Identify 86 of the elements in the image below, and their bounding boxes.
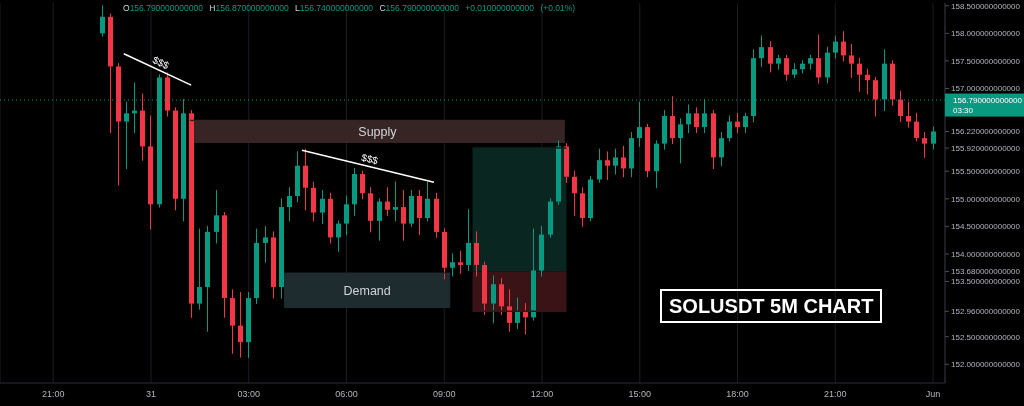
- y-tick-label: 158.500000000000: [951, 1, 1021, 11]
- candlestick: [450, 253, 455, 277]
- candlestick: [238, 292, 243, 358]
- candlestick: [784, 54, 789, 81]
- text: 03:30: [953, 106, 974, 116]
- x-tick-label: 09:00: [432, 389, 456, 400]
- candlestick: [613, 148, 618, 175]
- candlestick: [857, 57, 862, 92]
- candlestick: [507, 289, 512, 332]
- candlestick: [344, 195, 349, 236]
- candlestick: [719, 132, 724, 167]
- x-tick-label: 12:00: [530, 389, 554, 400]
- candlestick: [768, 41, 773, 73]
- x-tick-label: Jun: [925, 389, 941, 400]
- y-tick-label: 155.500000000000: [951, 167, 1021, 177]
- candlestick: [466, 209, 471, 271]
- x-tick-label: 06:00: [335, 389, 358, 400]
- x-tick-label: 21:00: [824, 389, 847, 400]
- candlestick: [377, 198, 382, 241]
- candlestick: [458, 250, 463, 274]
- candlestick: [572, 170, 577, 216]
- candlestick: [686, 104, 691, 134]
- annotation: SOLUSDT 5M CHART: [660, 289, 883, 323]
- y-tick-label: 152.500000000000: [951, 332, 1021, 342]
- candlestick: [597, 148, 602, 183]
- candlestick: [303, 148, 308, 211]
- candlestick: [816, 34, 821, 84]
- y-tick-label: 153.500000000000: [951, 277, 1021, 287]
- candlestick: [491, 275, 496, 324]
- candlestick: [336, 220, 341, 252]
- ref-line-label: 156.790000000000: [953, 96, 1023, 106]
- candlestick: [124, 101, 129, 169]
- candlestick: [393, 181, 398, 222]
- y-tick-label: 152.000000000000: [951, 360, 1021, 370]
- candlestick: [873, 76, 878, 117]
- text: $$$: [150, 54, 171, 72]
- text: $$$: [360, 151, 380, 167]
- candlestick: [197, 228, 202, 310]
- candlestick: [914, 112, 919, 142]
- candlestick: [922, 132, 927, 158]
- x-tick-label: 18:00: [726, 389, 749, 400]
- y-tick-label: 157.000000000000: [951, 84, 1021, 94]
- candlestick: [621, 145, 626, 178]
- candlestick: [841, 31, 846, 62]
- candlestick: [385, 187, 390, 216]
- y-tick-label: 152.960000000000: [951, 307, 1021, 317]
- x-tick-label: 15:00: [628, 389, 652, 400]
- candlestick: [906, 101, 911, 128]
- candlestick: [287, 187, 292, 222]
- candlestick: [100, 5, 105, 37]
- x-tick-label: 03:00: [237, 389, 261, 400]
- candlestick: [401, 190, 406, 241]
- candlestick: [678, 118, 683, 164]
- candlestick: [931, 126, 936, 150]
- candlestick: [515, 297, 520, 329]
- candlestick: [263, 225, 268, 263]
- candlestick: [417, 190, 422, 236]
- candlestick: [499, 278, 504, 316]
- y-tick-label: 154.500000000000: [951, 222, 1021, 232]
- candlestick: [833, 35, 838, 59]
- candlestick: [320, 190, 325, 225]
- chart-title: O156.790000000000 H156.870000000000 L156.740000000000 C156.790000000000 +0.010000000000 (+0.01%): [123, 3, 576, 13]
- y-tick-label: 157.500000000000: [951, 56, 1021, 66]
- candlestick: [849, 43, 854, 78]
- candlestick: [605, 151, 610, 180]
- candlestick: [743, 112, 748, 134]
- candlestick: [214, 190, 219, 244]
- y-tick-label: 155.000000000000: [951, 194, 1021, 204]
- candlestick: [474, 231, 479, 277]
- y-tick-label: 154.000000000000: [951, 249, 1021, 259]
- candlestick: [694, 107, 699, 134]
- series-label: Supply: [358, 125, 398, 140]
- x-tick-label: 31: [145, 389, 156, 400]
- candlestick: [727, 115, 732, 142]
- candlestick: [898, 90, 903, 123]
- x-tick-label: 21:00: [41, 389, 65, 400]
- y-tick-label: 156.220000000000: [951, 127, 1021, 137]
- y-tick-label: 155.920000000000: [951, 143, 1021, 153]
- candlestick: [670, 96, 675, 145]
- candlestick: [759, 35, 764, 67]
- candlestick: [637, 101, 642, 147]
- series-label: Demand: [343, 283, 391, 298]
- y-tick-label: 153.680000000000: [951, 267, 1021, 277]
- candlestick: [360, 170, 365, 200]
- y-tick-label: 158.000000000000: [951, 29, 1021, 39]
- candlestick: [425, 181, 430, 222]
